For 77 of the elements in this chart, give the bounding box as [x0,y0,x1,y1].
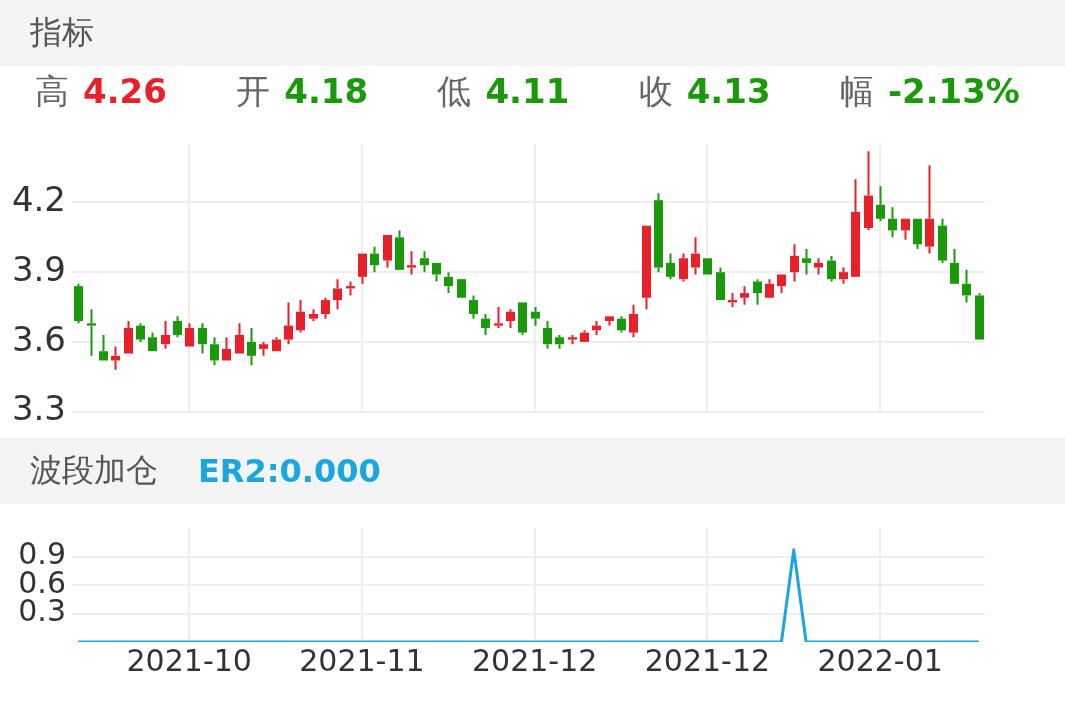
candlestick [950,247,959,284]
candlestick [136,322,145,343]
candlestick [481,313,490,336]
candlestick [555,333,564,350]
candlestick [876,185,885,223]
text: 开 4.18 [236,71,369,111]
chart-title: 指标 [30,12,94,53]
candlestick [222,336,231,361]
candlestick [765,278,774,298]
candlestick [827,254,836,283]
candlestick [407,250,416,276]
candlestick [802,247,811,276]
candlestick [580,329,589,342]
y-tick-label: 3.6 [11,318,66,359]
candlestick [740,285,749,306]
candlestick [247,326,256,367]
candlestick [309,308,318,322]
candlestick [358,253,367,285]
candlestick [901,218,910,241]
candlestick [259,340,268,357]
candlestick [617,315,626,334]
text: 幅 -2.13% [839,71,1020,111]
candlestick [235,322,244,354]
candlestick [666,252,675,281]
candlestick [629,303,638,339]
candlestick [395,229,404,270]
candlestick [814,257,823,276]
candlestick [87,308,96,357]
candlestick [124,319,133,354]
candlestick [925,164,934,255]
x-tick-label: 2021-10 [126,642,252,678]
candlestick [888,206,897,239]
text: 收 4.13 [638,71,771,111]
candlestick [321,296,330,320]
chart-title: 波段加仓 [30,450,158,491]
candlestick [333,278,342,311]
x-tick-label: 2021-11 [299,642,425,678]
candlestick [469,294,478,320]
text: ER2:0.000 [198,452,381,490]
candlestick [210,336,219,367]
candlestick [864,150,873,232]
candlestick [851,178,860,277]
candlestick [691,236,700,276]
candlestick [272,336,281,352]
candlestick [938,217,947,264]
candlestick [494,306,503,329]
candlestick [506,308,515,329]
candlestick [642,225,651,311]
y-tick-label: 3.9 [11,249,66,290]
candlestick [370,245,379,274]
candlestick [753,278,762,306]
y-tick-label: 3.3 [11,388,66,429]
x-tick-label: 2021-12 [644,642,771,678]
candlestick [654,192,663,274]
candlestick [839,266,848,285]
candlestick [444,271,453,295]
candlestick [284,301,293,346]
candlestick [296,299,305,334]
candlestick [173,315,182,339]
candlestick [777,274,786,295]
candlestick [962,268,971,304]
candlestick [913,218,922,250]
text: 高 4.26 [35,71,167,111]
candlestick [790,243,799,283]
candlestick [531,306,540,327]
candlestick [185,322,194,347]
x-tick-label: 2022-01 [817,642,943,678]
candlestick [605,316,614,327]
candlestick [161,319,170,350]
text: 低 4.11 [437,71,570,111]
candlestick [383,235,392,269]
y-tick-label: 4.2 [11,179,66,220]
candlestick [420,250,429,274]
candlestick [99,333,108,361]
candlestick [198,322,207,355]
candlestick [543,319,552,350]
x-tick-label: 2021-12 [471,642,598,678]
